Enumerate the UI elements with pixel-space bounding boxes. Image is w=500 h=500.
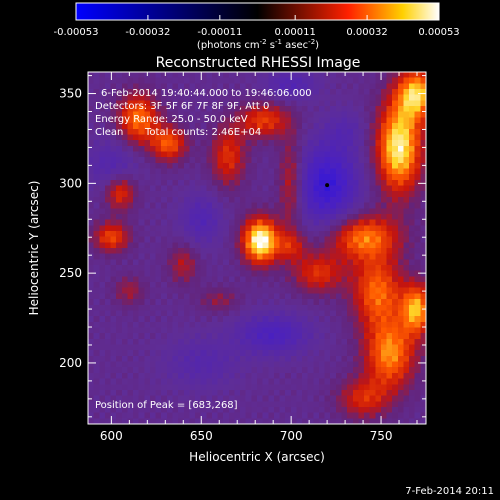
- chart-title: Reconstructed RHESSI Image: [156, 55, 361, 71]
- annotation-detectors: Detectors: 3F 5F 6F 7F 8F 9F, Att 0: [95, 101, 269, 112]
- y-axis-ticks: [88, 75, 426, 418]
- colorbar-tick-label: -0.00032: [125, 27, 170, 38]
- heatmap-image: [88, 72, 426, 424]
- y-axis-label: Heliocentric Y (arcsec): [27, 181, 41, 316]
- x-axis-tick-labels: 600 650 700 750: [100, 429, 393, 443]
- x-tick-label: 750: [370, 429, 393, 443]
- x-tick-label: 700: [280, 429, 303, 443]
- peak-marker: [325, 183, 330, 188]
- annotation-method: Clean: [95, 127, 123, 138]
- annotation-time-range: 6-Feb-2014 19:40:44.000 to 19:46:06.000: [101, 88, 312, 99]
- y-tick-label: 200: [59, 356, 82, 370]
- annotation-total-counts: Total counts: 2.46E+04: [144, 127, 261, 138]
- colorbar-tick-label: -0.00011: [197, 27, 242, 38]
- plot-frame: [87, 71, 427, 425]
- colorbar-tick-label: -0.00053: [54, 27, 99, 38]
- colorbar-tick-labels: -0.00053 -0.00032 -0.00011 0.00011 0.00032 0.…: [54, 27, 460, 38]
- colorbar-units: (photons cm-2 s-1 asec-2): [197, 38, 319, 51]
- x-axis-label: Heliocentric X (arcsec): [189, 450, 325, 464]
- colorbar-ticks: [75, 15, 440, 20]
- x-axis-ticks: [110, 72, 418, 424]
- y-tick-label: 250: [59, 266, 82, 280]
- colorbar-tick-label: 0.00032: [346, 27, 387, 38]
- colorbar-tick-label: 0.00011: [274, 27, 315, 38]
- annotation-peak-position: Position of Peak = [683,268]: [95, 400, 238, 411]
- y-tick-label: 350: [59, 87, 82, 101]
- y-tick-label: 300: [59, 176, 82, 190]
- annotation-energy: Energy Range: 25.0 - 50.0 keV: [95, 114, 248, 125]
- y-axis-tick-labels: 200 250 300 350: [59, 87, 82, 370]
- x-tick-label: 600: [100, 429, 123, 443]
- colorbar: [76, 3, 439, 20]
- footer-timestamp: 7-Feb-2014 20:11: [405, 486, 494, 497]
- x-tick-label: 650: [190, 429, 213, 443]
- colorbar-tick-label: 0.00053: [418, 27, 459, 38]
- colorbar-frame: [75, 2, 440, 21]
